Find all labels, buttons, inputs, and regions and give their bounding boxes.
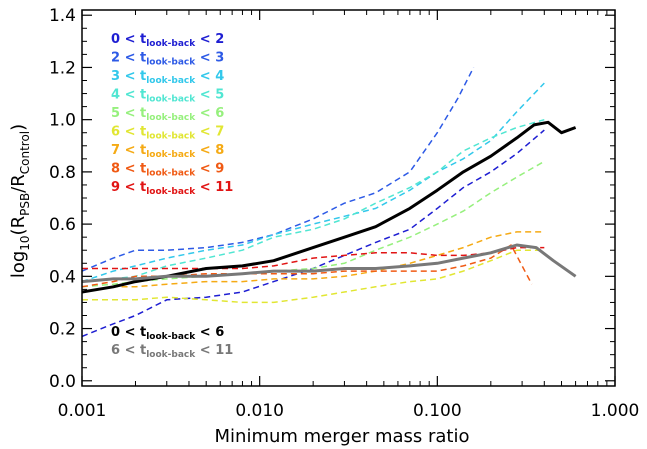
y-tick-label: 0.4 xyxy=(49,267,76,287)
svg-text:0 < tlook-back < 6: 0 < tlook-back < 6 xyxy=(111,325,224,342)
svg-text:6 < tlook-back < 11: 6 < tlook-back < 11 xyxy=(111,343,233,360)
y-tick-label: 0.0 xyxy=(49,372,76,392)
legend-entry: 3 < tlook-back < 4 xyxy=(111,69,224,86)
svg-text:4 < tlook-back < 5: 4 < tlook-back < 5 xyxy=(111,88,224,105)
legend-entry: 7 < tlook-back < 8 xyxy=(111,143,224,160)
legend-entry: 2 < tlook-back < 3 xyxy=(111,51,224,68)
legend-entry: 6 < tlook-back < 7 xyxy=(111,125,224,142)
svg-text:6 < tlook-back < 7: 6 < tlook-back < 7 xyxy=(111,125,224,142)
series-line-10 xyxy=(82,245,576,282)
y-tick-label: 0.2 xyxy=(49,320,76,340)
y-tick-label: 1.0 xyxy=(49,111,76,131)
legend-entry: 6 < tlook-back < 11 xyxy=(111,343,233,360)
x-tick-label: 1.000 xyxy=(591,401,640,421)
y-tick-label: 0.8 xyxy=(49,163,76,183)
legend-entry: 4 < tlook-back < 5 xyxy=(111,88,224,105)
legend-entry: 0 < tlook-back < 6 xyxy=(111,325,224,342)
svg-text:2 < tlook-back < 3: 2 < tlook-back < 3 xyxy=(111,51,224,68)
svg-text:8 < tlook-back < 9: 8 < tlook-back < 9 xyxy=(111,162,224,179)
legend-entry: 9 < tlook-back < 11 xyxy=(111,180,233,197)
series-line-0 xyxy=(82,130,544,336)
x-tick-label: 0.100 xyxy=(413,401,462,421)
y-tick-label: 1.2 xyxy=(49,58,76,78)
y-axis-title: log10(RPSB/RControl) xyxy=(8,124,32,278)
legend-entry: 0 < tlook-back < 2 xyxy=(111,32,224,49)
svg-text:0 < tlook-back < 2: 0 < tlook-back < 2 xyxy=(111,32,224,49)
svg-text:5 < tlook-back < 6: 5 < tlook-back < 6 xyxy=(111,106,224,123)
series-line-4 xyxy=(82,161,544,286)
y-tick-label: 0.6 xyxy=(49,215,76,235)
x-axis-title: Minimum merger mass ratio xyxy=(215,426,470,447)
y-tick-label: 1.4 xyxy=(49,6,76,26)
svg-text:3 < tlook-back < 4: 3 < tlook-back < 4 xyxy=(111,69,224,86)
legend-entry: 5 < tlook-back < 6 xyxy=(111,106,224,123)
series-line-9 xyxy=(82,122,576,292)
svg-text:7 < tlook-back < 8: 7 < tlook-back < 8 xyxy=(111,143,224,160)
legend-entry: 8 < tlook-back < 9 xyxy=(111,162,224,179)
x-tick-label: 0.001 xyxy=(58,401,107,421)
svg-text:9 < tlook-back < 11: 9 < tlook-back < 11 xyxy=(111,180,233,197)
x-tick-label: 0.010 xyxy=(235,401,284,421)
